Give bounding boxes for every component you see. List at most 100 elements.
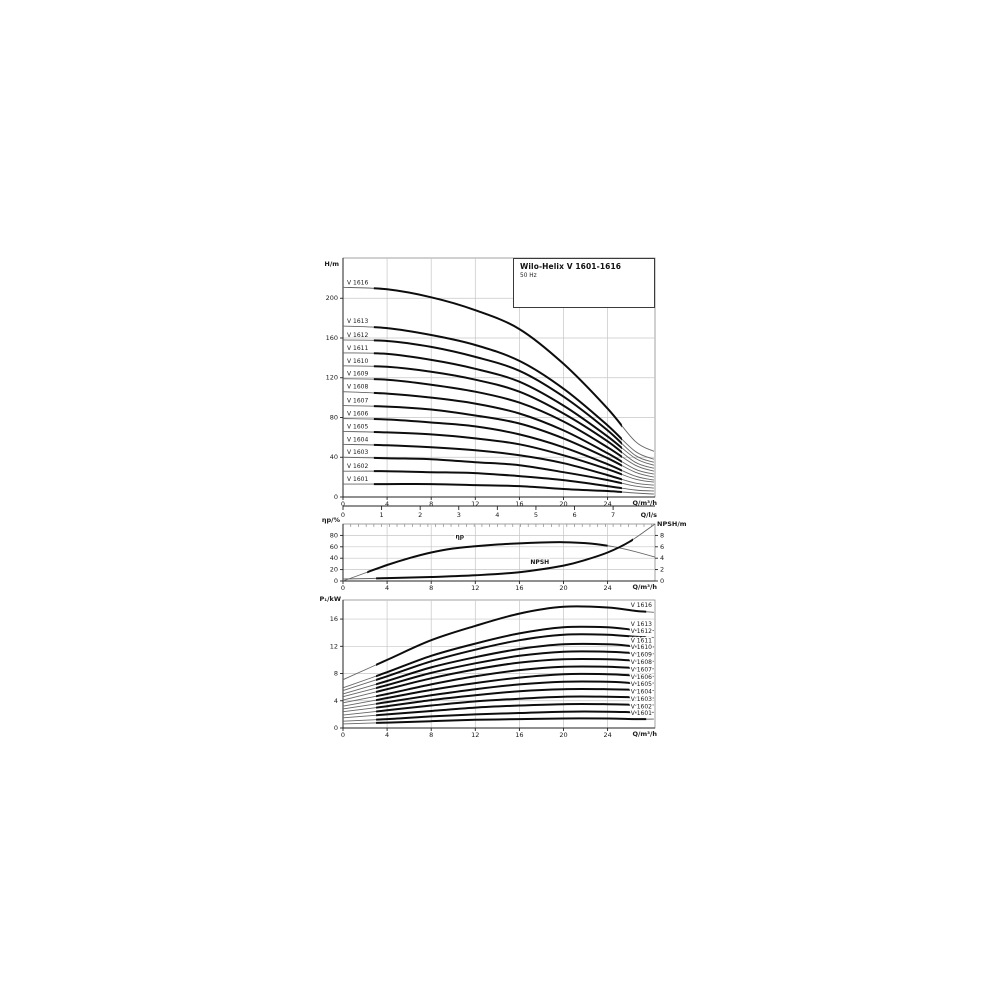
y-tick-label: 40 (330, 554, 338, 562)
curve-label-v-1616: V 1616 (631, 602, 652, 609)
x-tick-label: 20 (559, 584, 567, 592)
curve-label-v-1602: V 1602 (347, 463, 368, 470)
curve-v-1602 (373, 470, 622, 490)
x2-tick-label: 5 (534, 511, 538, 519)
y-tick-label: 0 (334, 724, 338, 732)
x-tick-label: 4 (385, 500, 389, 508)
y2-tick-label: 8 (660, 531, 664, 539)
x-tick-label: 16 (515, 584, 523, 592)
y-tick-label: 0 (334, 577, 338, 585)
curve-label-v-1606: V 1606 (631, 674, 652, 681)
y2-axis-unit-label: NPSH/m (657, 520, 687, 528)
x2-tick-label: 3 (457, 511, 461, 519)
x-tick-label: 20 (559, 500, 567, 508)
x2-tick-label: 4 (495, 511, 499, 519)
curve-v-1612 (373, 339, 622, 445)
curve-thin-p (342, 541, 656, 582)
y2-tick-label: 2 (660, 566, 664, 574)
curve-npsh (376, 538, 633, 580)
curve-label-v-1603: V 1603 (347, 449, 368, 456)
x2-tick-label: 2 (418, 511, 422, 519)
curve-label-v-1611: V 1611 (347, 345, 368, 352)
x-tick-label: 16 (515, 731, 523, 739)
curve-v-1613 (373, 326, 622, 441)
x2-tick-label: 6 (572, 511, 576, 519)
y-axis-unit-label: ηp/% (322, 516, 341, 524)
curve-label-v-1610: V 1610 (347, 358, 368, 365)
curve-v-1603 (376, 703, 647, 717)
curve-label-v-1604: V 1604 (347, 436, 368, 443)
curve-v-1601 (373, 483, 622, 493)
curve-v-1606 (376, 680, 647, 705)
curve-label-v-1610: V 1610 (631, 644, 652, 651)
x-tick-label: 24 (603, 731, 611, 739)
curve-label-v-1611: V 1611 (631, 637, 652, 644)
x-tick-label: 4 (385, 584, 389, 592)
y-tick-label: 160 (326, 334, 338, 342)
curve-label-v-1616: V 1616 (347, 279, 368, 286)
x2-axis-unit-label: Q/l/s (641, 511, 658, 519)
curve-v-1608 (373, 391, 622, 463)
chart-title: Wilo-Helix V 1601-1616 (520, 262, 622, 271)
y-axis-unit-label: H/m (324, 260, 339, 268)
curve-label-v-1613: V 1613 (631, 621, 652, 628)
x-axis-unit-label: Q/m³/h (632, 583, 657, 591)
y2-tick-label: 6 (660, 543, 664, 551)
curve-label-v-1602: V 1602 (631, 703, 652, 710)
curve-label-v-1608: V 1608 (631, 659, 652, 666)
curve-label-v-1601: V 1601 (347, 476, 368, 483)
curve-label-v-1608: V 1608 (347, 384, 368, 391)
y-tick-label: 120 (326, 374, 338, 382)
curve-v-1604 (373, 443, 622, 481)
curve-v-1601 (376, 717, 647, 724)
y-tick-label: 80 (330, 413, 338, 421)
curve-label-v-1609: V 1609 (347, 371, 368, 378)
curve-v-1605 (376, 688, 647, 709)
chart-subtitle: 50 Hz (520, 273, 537, 279)
curve-v-1606 (373, 418, 622, 472)
curve-v-1613 (376, 625, 647, 678)
annotation-p: ηp (455, 533, 464, 540)
curve-v-1610 (373, 365, 622, 454)
x-tick-label: 12 (471, 500, 479, 508)
y-tick-label: 80 (330, 531, 338, 539)
curve-v-1609 (376, 657, 647, 693)
curve-label-v-1607: V 1607 (347, 398, 368, 405)
curve-label-v-1601: V 1601 (631, 710, 652, 717)
y-tick-label: 16 (330, 615, 338, 623)
x-tick-label: 24 (603, 584, 611, 592)
x-tick-label: 12 (471, 584, 479, 592)
x2-tick-label: 0 (341, 511, 345, 519)
curve-v-1602 (376, 710, 647, 721)
curve-label-v-1603: V 1603 (631, 696, 652, 703)
y2-tick-label: 4 (660, 554, 664, 562)
curve-v-1616 (376, 605, 647, 666)
x-tick-label: 0 (341, 584, 345, 592)
curve-v-1611 (376, 642, 647, 686)
x-tick-label: 16 (515, 500, 523, 508)
curve-label-v-1604: V 1604 (631, 688, 652, 695)
y-tick-label: 60 (330, 543, 338, 551)
curve-label-v-1609: V 1609 (631, 652, 652, 659)
x-tick-label: 8 (429, 500, 433, 508)
x-tick-label: 4 (385, 731, 389, 739)
y-tick-label: 8 (334, 670, 338, 678)
y-tick-label: 12 (330, 642, 338, 650)
y-tick-label: 4 (334, 697, 338, 705)
x-tick-label: 24 (603, 500, 611, 508)
curve-label-v-1612: V 1612 (631, 628, 652, 635)
curve-v-1604 (376, 695, 647, 713)
curve-label-v-1612: V 1612 (347, 332, 368, 339)
curve-label-v-1607: V 1607 (631, 667, 652, 674)
curve-v-1609 (373, 378, 622, 459)
x-axis-unit-label: Q/m³/h (632, 499, 657, 507)
chart-title-box: Wilo-Helix V 1601-1616 50 Hz (513, 258, 655, 308)
curve-p (367, 541, 608, 574)
y-tick-label: 0 (334, 493, 338, 501)
curve-label-v-1605: V 1605 (347, 423, 368, 430)
y-axis-unit-label: P₁/kW (320, 595, 341, 603)
